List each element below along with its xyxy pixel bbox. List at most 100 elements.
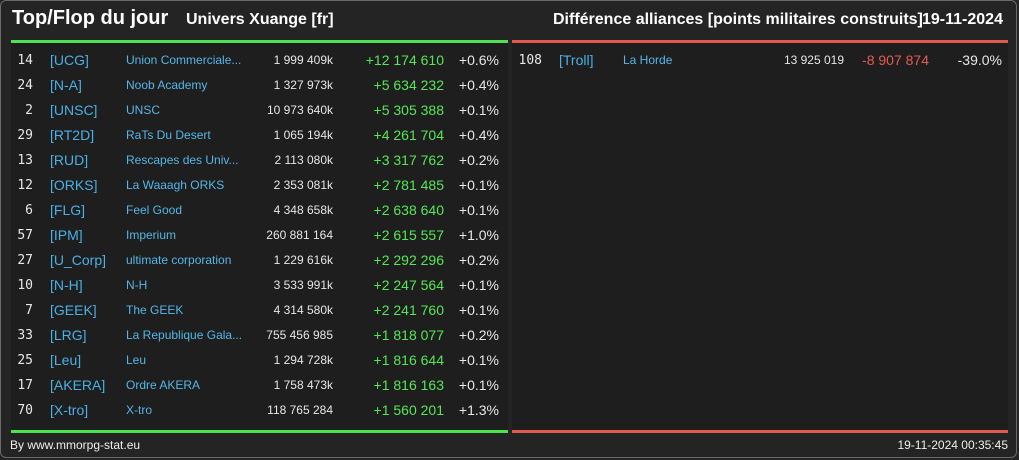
- header-date: 19-11-2024: [922, 11, 1003, 28]
- table-row: 27 [U_Corp] ultimate corporation 1 229 616k…: [11, 248, 508, 273]
- alliance-difference: +3 317 762: [373, 152, 444, 168]
- alliance-tag-link[interactable]: [ORKS]: [50, 177, 98, 193]
- alliance-tag-link[interactable]: [N-H]: [50, 277, 83, 293]
- alliance-points: 1 294 728k: [273, 353, 333, 367]
- alliance-percent: +0.4%: [458, 127, 499, 143]
- alliance-points: 2 113 080k: [274, 153, 334, 167]
- table-row: 24 [N-A] Noob Academy 1 327 973k +5 634 232 +…: [11, 73, 508, 98]
- alliance-percent: +0.2%: [458, 327, 499, 343]
- alliance-points: 1 327 973k: [273, 78, 333, 92]
- alliance-rank: 10: [17, 278, 33, 293]
- alliance-points: 1 065 194k: [273, 128, 333, 142]
- alliance-points: 3 533 991k: [273, 278, 333, 292]
- alliance-tag-link[interactable]: [UCG]: [50, 52, 89, 68]
- alliance-name-link[interactable]: Imperium: [126, 228, 177, 242]
- alliance-tag-link[interactable]: [IPM]: [50, 227, 83, 243]
- alliance-percent: +0.2%: [458, 252, 499, 268]
- alliance-points: 13 925 019: [783, 53, 844, 67]
- alliance-tag-link[interactable]: [FLG]: [50, 202, 86, 218]
- alliance-percent: +0.1%: [458, 352, 499, 368]
- table-row: 2 [UNSC] UNSC 10 973 640k +5 305 388 +0.1%: [11, 98, 508, 123]
- alliance-name-link[interactable]: La Republique Gala...: [126, 328, 243, 342]
- alliance-tag-link[interactable]: [LRG]: [50, 327, 87, 343]
- table-row: 13 [RUD] Rescapes des Univ... 2 113 080k +3 …: [11, 148, 508, 173]
- alliance-name-link[interactable]: The GEEK: [126, 303, 184, 317]
- alliance-percent: +0.6%: [458, 52, 499, 68]
- alliance-tag-link[interactable]: [U_Corp]: [50, 252, 107, 268]
- footer-timestamp: 19-11-2024 00:35:45: [897, 438, 1008, 452]
- alliance-points: 2 353 081k: [273, 178, 333, 192]
- alliance-difference: +1 818 077: [373, 327, 444, 343]
- alliance-percent: +0.1%: [458, 277, 499, 293]
- alliance-name-link[interactable]: Union Commerciale...: [126, 53, 242, 67]
- alliance-difference: +1 560 201: [373, 402, 444, 418]
- alliance-tag-link[interactable]: [AKERA]: [50, 377, 106, 393]
- alliance-rank: 2: [25, 103, 33, 118]
- alliance-tag-link[interactable]: [Troll]: [559, 52, 594, 68]
- alliance-difference: +5 305 388: [373, 102, 444, 118]
- alliance-difference: +12 174 610: [365, 52, 444, 68]
- header: Top/Flop du jour Univers Xuange [fr] Dif…: [0, 0, 1019, 40]
- alliance-rank: 70: [17, 403, 33, 418]
- alliance-rank: 27: [17, 253, 33, 268]
- ranking-subtitle: Différence alliances [points militaires …: [553, 11, 923, 28]
- table-row: 14 [UCG] Union Commerciale... 1 999 409k +12…: [11, 48, 508, 73]
- alliance-points: 118 765 284: [267, 403, 333, 417]
- alliance-name-link[interactable]: Ordre AKERA: [126, 378, 201, 392]
- alliance-rank: 6: [25, 203, 33, 218]
- alliance-tag-link[interactable]: [UNSC]: [50, 102, 98, 118]
- table-row: 29 [RT2D] RaTs Du Desert 1 065 194k +4 261 7…: [11, 123, 508, 148]
- alliance-name-link[interactable]: La Horde: [623, 53, 673, 67]
- alliance-name-link[interactable]: Rescapes des Univ...: [126, 153, 239, 167]
- alliance-difference: +2 615 557: [373, 227, 444, 243]
- alliance-percent: +0.2%: [458, 152, 499, 168]
- alliance-points: 755 456 985: [266, 328, 333, 342]
- alliance-percent: +0.1%: [458, 102, 499, 118]
- alliance-points: 260 881 164: [266, 228, 333, 242]
- alliance-points: 10 973 640k: [266, 103, 333, 117]
- alliance-difference: -8 907 874: [862, 52, 929, 68]
- flop-panel: 108 [Troll] La Horde 13 925 019 -8 907 874 -3…: [512, 40, 1008, 433]
- alliance-name-link[interactable]: ultimate corporation: [126, 253, 232, 267]
- table-row: 12 [ORKS] La Waaagh ORKS 2 353 081k +2 781 4…: [11, 173, 508, 198]
- alliance-name-link[interactable]: Noob Academy: [126, 78, 208, 92]
- alliance-rank: 12: [17, 178, 33, 193]
- alliance-tag-link[interactable]: [RT2D]: [50, 127, 95, 143]
- alliance-name-link[interactable]: RaTs Du Desert: [126, 128, 211, 142]
- footer-credit[interactable]: By www.mmorpg-stat.eu: [10, 438, 141, 452]
- alliance-difference: +5 634 232: [373, 77, 444, 93]
- alliance-tag-link[interactable]: [RUD]: [50, 152, 89, 168]
- alliance-difference: +1 816 644: [373, 352, 444, 368]
- alliance-rank: 13: [17, 153, 33, 168]
- table-row: 108 [Troll] La Horde 13 925 019 -8 907 874 -3…: [512, 48, 1008, 73]
- alliance-points: 1 229 616k: [273, 253, 333, 267]
- alliance-name-link[interactable]: X-tro: [126, 403, 153, 417]
- page-title: Top/Flop du jour: [12, 7, 169, 29]
- alliance-tag-link[interactable]: [Leu]: [50, 352, 82, 368]
- table-row: 57 [IPM] Imperium 260 881 164 +2 615 557 +1.0…: [11, 223, 508, 248]
- alliance-name-link[interactable]: Feel Good: [126, 203, 183, 217]
- alliance-points: 1 999 409k: [273, 53, 333, 67]
- top-panel: 14 [UCG] Union Commerciale... 1 999 409k +12…: [11, 40, 508, 433]
- alliance-tag-link[interactable]: [X-tro]: [50, 402, 89, 418]
- table-row: 6 [FLG] Feel Good 4 348 658k +2 638 640 +0.1%: [11, 198, 508, 223]
- alliance-difference: +2 638 640: [373, 202, 444, 218]
- alliance-name-link[interactable]: Leu: [126, 353, 147, 367]
- alliance-name-link[interactable]: N-H: [126, 278, 148, 292]
- alliance-percent: -39.0%: [957, 52, 1002, 68]
- alliance-rank: 57: [17, 228, 33, 243]
- alliance-tag-link[interactable]: [N-A]: [50, 77, 82, 93]
- alliance-tag-link[interactable]: [GEEK]: [50, 302, 97, 318]
- alliance-rank: 25: [17, 353, 33, 368]
- alliance-percent: +1.0%: [458, 227, 499, 243]
- table-row: 10 [N-H] N-H 3 533 991k +2 247 564 +0.1%: [11, 273, 508, 298]
- alliance-points: 1 758 473k: [273, 378, 333, 392]
- alliance-percent: +0.4%: [458, 77, 499, 93]
- alliance-percent: +0.1%: [458, 177, 499, 193]
- alliance-name-link[interactable]: UNSC: [126, 103, 161, 117]
- table-row: 70 [X-tro] X-tro 118 765 284 +1 560 201 +1.3%: [11, 398, 508, 423]
- alliance-difference: +2 781 485: [373, 177, 444, 193]
- alliance-name-link[interactable]: La Waaagh ORKS: [126, 178, 225, 192]
- alliance-difference: +2 247 564: [373, 277, 444, 293]
